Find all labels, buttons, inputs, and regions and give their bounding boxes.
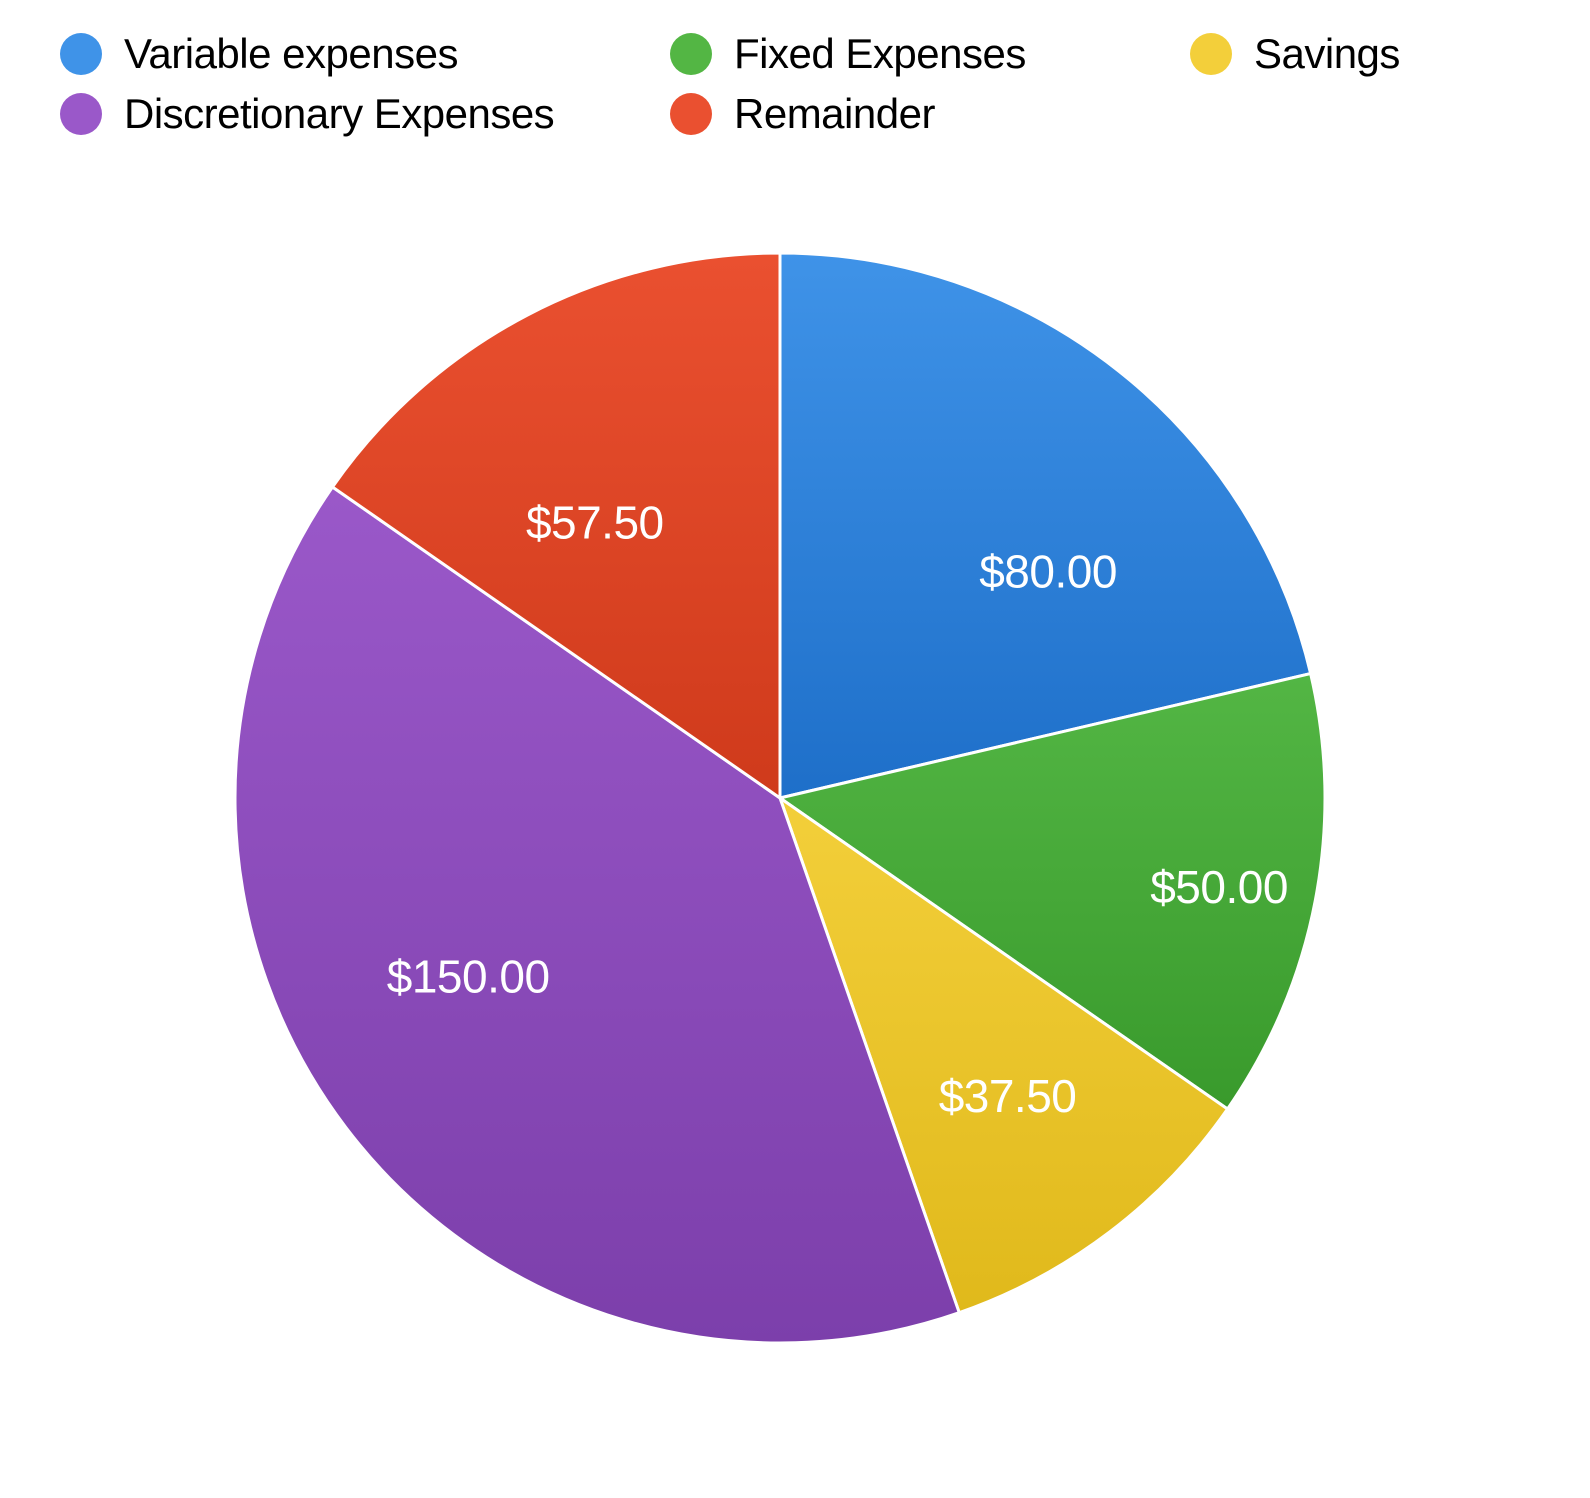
legend-swatch-remainder [670, 93, 712, 135]
legend-label-savings: Savings [1254, 30, 1400, 78]
legend-label-remainder: Remainder [734, 90, 935, 138]
legend-item-variable_expenses: Variable expenses [60, 30, 670, 78]
legend-item-remainder: Remainder [670, 90, 1190, 138]
legend-label-variable_expenses: Variable expenses [124, 30, 458, 78]
pie-value-label-savings: $37.50 [939, 1070, 1077, 1122]
legend-label-fixed_expenses: Fixed Expenses [734, 30, 1026, 78]
pie-value-label-variable_expenses: $80.00 [979, 546, 1117, 598]
legend-label-discretionary_expenses: Discretionary Expenses [124, 90, 554, 138]
legend-swatch-discretionary_expenses [60, 93, 102, 135]
expense-pie-chart: Variable expenses Fixed Expenses Savings D… [0, 0, 1590, 1498]
chart-legend: Variable expenses Fixed Expenses Savings D… [60, 30, 1530, 138]
legend-swatch-variable_expenses [60, 33, 102, 75]
legend-item-savings: Savings [1190, 30, 1520, 78]
pie-area: $80.00 $50.00 $37.50 $150.00 $57.50 [60, 158, 1530, 1426]
pie-value-label-fixed_expenses: $50.00 [1150, 861, 1288, 913]
pie-value-label-remainder: $57.50 [526, 496, 664, 548]
pie-value-label-discretionary_expenses: $150.00 [387, 951, 550, 1003]
legend-item-discretionary_expenses: Discretionary Expenses [60, 90, 670, 138]
legend-swatch-fixed_expenses [670, 33, 712, 75]
legend-swatch-savings [1190, 33, 1232, 75]
pie-svg: $80.00 $50.00 $37.50 $150.00 $57.50 [60, 158, 1530, 1438]
legend-item-fixed_expenses: Fixed Expenses [670, 30, 1190, 78]
